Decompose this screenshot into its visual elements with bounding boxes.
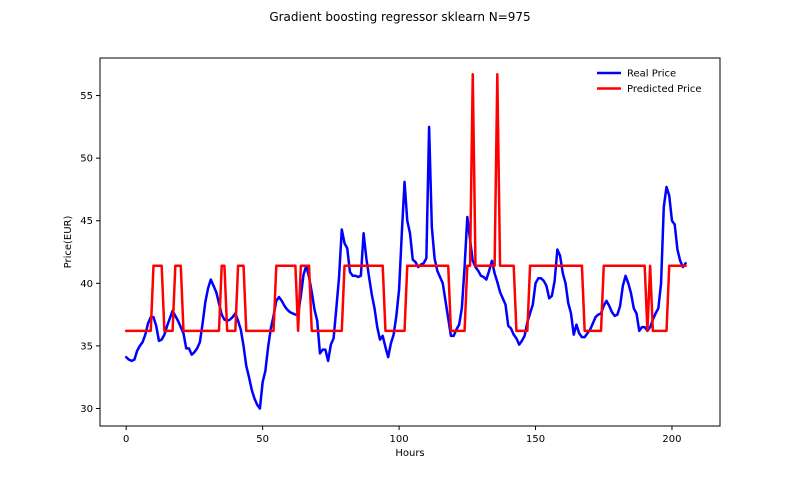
legend-label-1: Predicted Price <box>627 84 702 95</box>
x-tick-label-2: 100 <box>390 434 409 445</box>
x-tick-label-0: 0 <box>123 434 129 445</box>
y-axis-label: Price(EUR) <box>63 216 74 269</box>
x-tick-label-1: 50 <box>256 434 269 445</box>
x-axis-label: Hours <box>395 448 424 459</box>
x-axis: 0 50 100 150 200 <box>123 426 682 445</box>
legend: Real Price Predicted Price <box>597 69 702 95</box>
x-tick-label-4: 200 <box>662 434 681 445</box>
chart-title: Gradient boosting regressor sklearn N=97… <box>269 10 530 24</box>
series-line-0 <box>124 125 687 410</box>
y-tick-label-5: 55 <box>80 91 93 102</box>
legend-label-0: Real Price <box>627 69 676 80</box>
y-tick-label-3: 45 <box>80 216 93 227</box>
y-axis: 30 35 40 45 50 55 <box>80 91 100 415</box>
series-line-1 <box>124 73 687 333</box>
y-tick-label-4: 50 <box>80 154 93 165</box>
y-tick-label-2: 40 <box>80 279 93 290</box>
y-tick-label-0: 30 <box>80 404 93 415</box>
y-tick-label-1: 35 <box>80 341 93 352</box>
plot-area <box>124 73 687 410</box>
axes-frame <box>99 57 721 427</box>
x-tick-label-3: 150 <box>526 434 545 445</box>
